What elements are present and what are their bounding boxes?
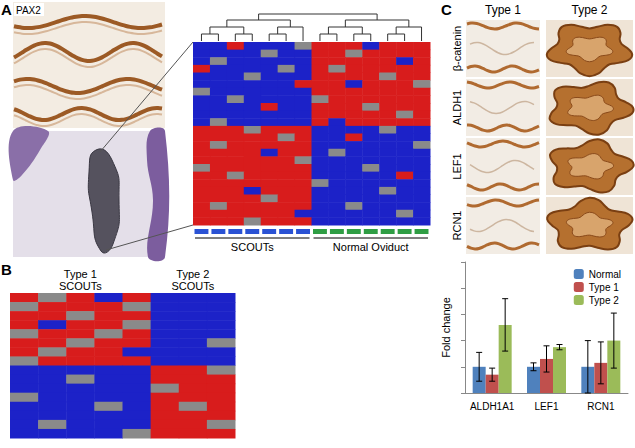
svg-text:ALDH1A1: ALDH1A1 <box>470 401 515 412</box>
svg-text:A: A <box>1 1 12 18</box>
svg-text:β-catenin: β-catenin <box>451 26 463 71</box>
svg-text:SCOUTs: SCOUTs <box>231 241 274 253</box>
svg-text:B: B <box>1 261 12 278</box>
svg-text:Type 2: Type 2 <box>589 295 619 306</box>
svg-text:LEF1: LEF1 <box>535 401 559 412</box>
svg-text:RCN1: RCN1 <box>451 211 463 241</box>
svg-text:ALDH1: ALDH1 <box>451 90 463 125</box>
svg-text:LEF1: LEF1 <box>451 153 463 179</box>
svg-text:Type 2: Type 2 <box>176 268 209 280</box>
svg-text:Type 1: Type 1 <box>589 282 619 293</box>
svg-text:RCN1: RCN1 <box>587 401 615 412</box>
svg-text:Fold change: Fold change <box>440 297 452 358</box>
svg-text:Type 1: Type 1 <box>485 3 521 17</box>
svg-text:SCOUTs: SCOUTs <box>171 280 214 292</box>
svg-text:Type 1: Type 1 <box>64 268 97 280</box>
svg-text:Normal Oviduct: Normal Oviduct <box>333 241 409 253</box>
svg-text:PAX2: PAX2 <box>16 5 41 16</box>
svg-text:Type 2: Type 2 <box>571 3 607 17</box>
svg-text:Normal: Normal <box>589 269 621 280</box>
svg-text:C: C <box>441 1 452 18</box>
svg-text:SCOUTs: SCOUTs <box>59 280 102 292</box>
